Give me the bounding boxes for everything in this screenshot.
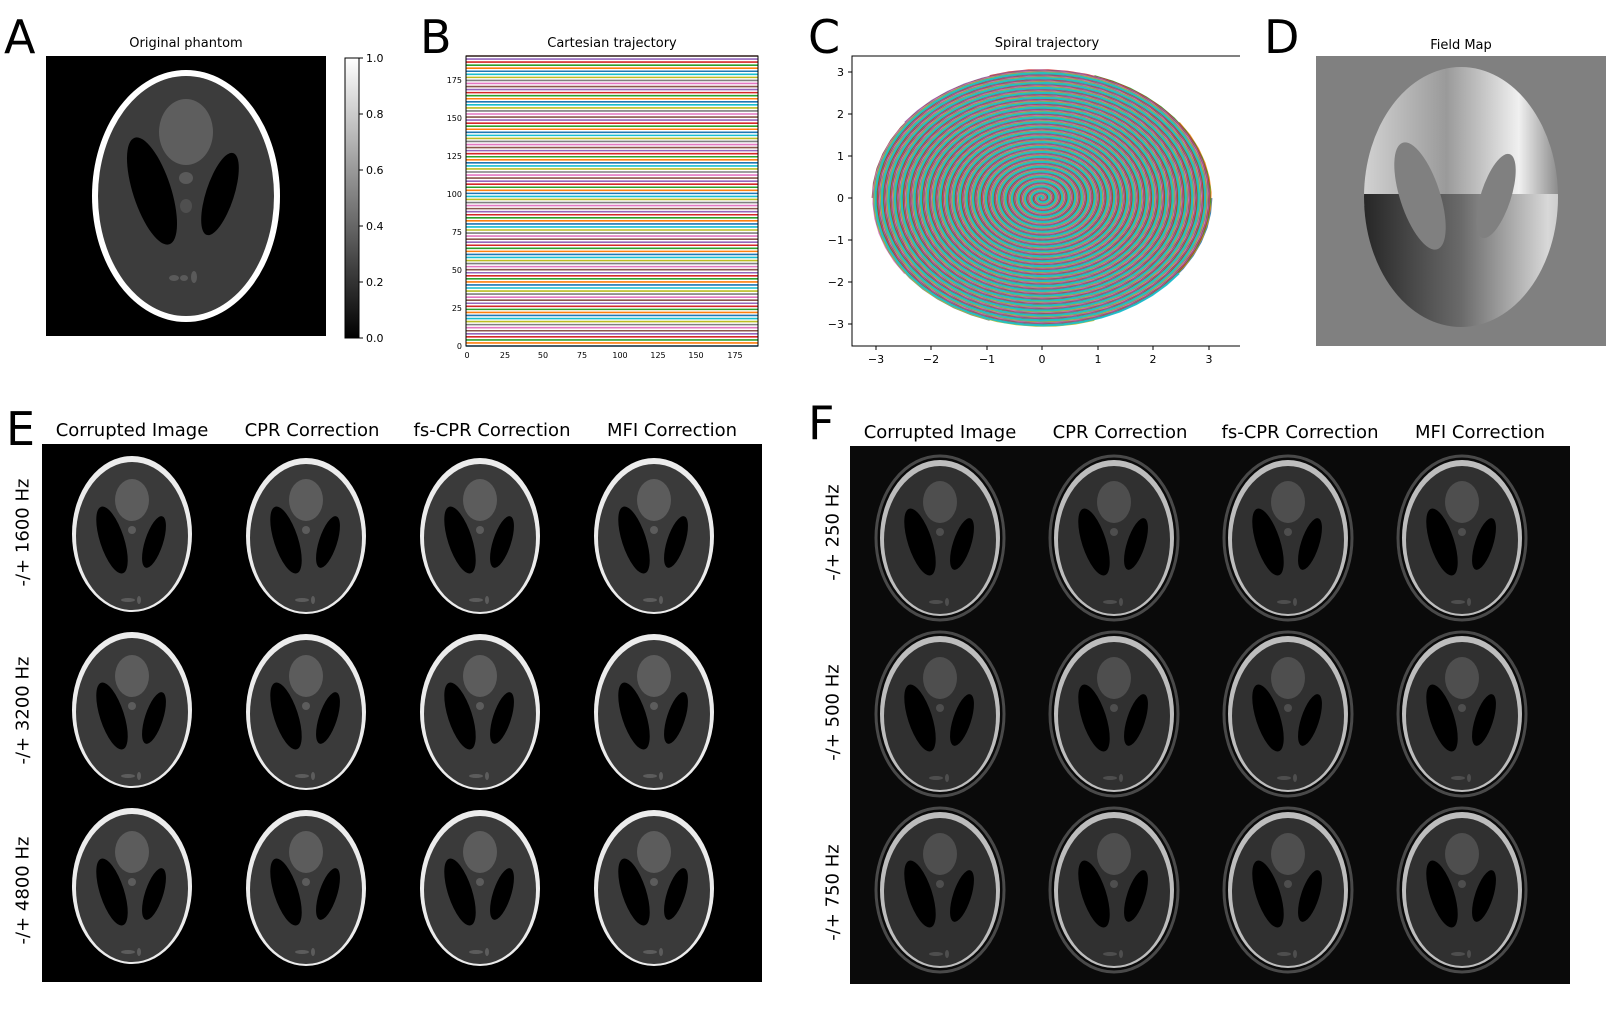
- y-tick-label: 0: [457, 342, 462, 351]
- column-title: MFI Correction: [1414, 422, 1546, 443]
- column-title: fs-CPR Correction: [413, 420, 571, 441]
- x-tick-label: 125: [650, 351, 665, 360]
- colorbar-tick-label: 0.0: [366, 332, 384, 345]
- x-tick-label: 1: [1095, 353, 1102, 366]
- panel-d-letter: D: [1264, 10, 1300, 64]
- panel-f-letter: F: [808, 396, 835, 450]
- phantom-thumbnail: [874, 806, 1006, 974]
- y-tick-label: 100: [447, 190, 462, 199]
- phantom-thumbnail: [246, 458, 366, 614]
- y-tick-label: 125: [447, 152, 462, 161]
- row-label: -/+ 3200 Hz: [12, 656, 34, 765]
- phantom-thumbnail: [72, 808, 192, 964]
- spiral-trajectory-plot: −3 −2 −1 0 1 2 3 −3 −2 −1 0 1 2 3: [828, 55, 1240, 366]
- x-tick-label: 0: [1039, 353, 1046, 366]
- phantom-thumbnail: [1222, 806, 1354, 974]
- colorbar: 0.0 0.2 0.4 0.6 0.8 1.0: [344, 52, 384, 345]
- phantom-thumbnail: [1396, 806, 1528, 974]
- panel-a-title: Original phantom: [129, 36, 243, 51]
- phantom-thumbnail: [72, 632, 192, 788]
- x-tick-label: 3: [1206, 353, 1213, 366]
- phantom-thumbnail: [594, 634, 714, 790]
- phantom-thumbnail: [1222, 454, 1354, 622]
- panel-e-image-grid: [42, 444, 762, 982]
- panel-b-title: Cartesian trajectory: [547, 36, 677, 51]
- original-phantom-image: [46, 56, 326, 336]
- row-label: -/+ 250 Hz: [822, 484, 844, 581]
- phantom-thumbnail: [1396, 630, 1528, 798]
- colorbar-tick-label: 0.2: [366, 276, 384, 289]
- phantom-thumbnail: [874, 630, 1006, 798]
- panel-a-letter: A: [4, 10, 36, 64]
- phantom-thumbnail: [1048, 806, 1180, 974]
- row-label: -/+ 1600 Hz: [12, 478, 34, 587]
- x-tick-label: 75: [577, 351, 587, 360]
- panel-c-letter: C: [808, 10, 841, 64]
- x-tick-label: −3: [868, 353, 884, 366]
- y-tick-label: 3: [837, 66, 844, 79]
- colorbar-tick-label: 0.6: [366, 164, 384, 177]
- phantom-thumbnail: [246, 810, 366, 966]
- spiral-interleaf: [874, 71, 1207, 327]
- column-title: Corrupted Image: [55, 420, 209, 441]
- row-label: -/+ 750 Hz: [822, 844, 844, 941]
- x-tick-label: 2: [1150, 353, 1157, 366]
- row-label: -/+ 4800 Hz: [12, 836, 34, 945]
- y-tick-label: 75: [452, 228, 462, 237]
- x-tick-label: 25: [500, 351, 510, 360]
- column-title: CPR Correction: [1052, 422, 1188, 443]
- phantom-thumbnail: [1048, 630, 1180, 798]
- column-title: Corrupted Image: [863, 422, 1017, 443]
- row-label: -/+ 500 Hz: [822, 664, 844, 761]
- colorbar-tick-label: 1.0: [366, 52, 384, 65]
- phantom-thumbnail: [1396, 454, 1528, 622]
- x-tick-label: −1: [979, 353, 995, 366]
- x-tick-label: 0: [464, 351, 469, 360]
- colorbar-tick-label: 0.4: [366, 220, 384, 233]
- phantom-thumbnail: [72, 456, 192, 612]
- phantom-thumbnail: [420, 634, 540, 790]
- phantom-thumbnail: [594, 458, 714, 614]
- field-map-image: [1316, 56, 1606, 346]
- y-tick-label: −1: [828, 234, 844, 247]
- phantom-thumbnail: [246, 634, 366, 790]
- panel-e-letter: E: [6, 402, 36, 456]
- colorbar-tick-label: 0.8: [366, 108, 384, 121]
- panel-c-title: Spiral trajectory: [994, 36, 1100, 51]
- phantom-thumbnail: [420, 810, 540, 966]
- y-tick-label: −3: [828, 318, 844, 331]
- panel-d-title: Field Map: [1430, 38, 1492, 53]
- phantom-thumbnail: [1222, 630, 1354, 798]
- phantom-thumbnail: [874, 454, 1006, 622]
- cartesian-trajectory-plot: 0 25 50 75 100 125 150 175 0 25 50 75 10…: [447, 55, 759, 360]
- y-tick-label: 2: [837, 108, 844, 121]
- panel-f-image-grid: [850, 446, 1570, 984]
- y-tick-label: 0: [837, 192, 844, 205]
- phantom-thumbnail: [1048, 454, 1180, 622]
- phantom-thumbnail: [420, 458, 540, 614]
- y-tick-label: 25: [452, 304, 462, 313]
- column-title: MFI Correction: [606, 420, 738, 441]
- colorbar-ticks: [359, 57, 363, 339]
- y-tick-label: 150: [447, 114, 462, 123]
- y-tick-label: 50: [452, 266, 462, 275]
- x-tick-label: 175: [727, 351, 742, 360]
- phantom-thumbnail: [594, 810, 714, 966]
- y-tick-label: 1: [837, 150, 844, 163]
- x-tick-label: 150: [688, 351, 703, 360]
- x-tick-label: −2: [923, 353, 939, 366]
- y-tick-label: 175: [447, 76, 462, 85]
- column-title: fs-CPR Correction: [1221, 422, 1379, 443]
- column-title: CPR Correction: [244, 420, 380, 441]
- panel-b-letter: B: [420, 10, 452, 64]
- x-tick-label: 50: [538, 351, 548, 360]
- y-tick-label: −2: [828, 276, 844, 289]
- x-tick-label: 100: [612, 351, 627, 360]
